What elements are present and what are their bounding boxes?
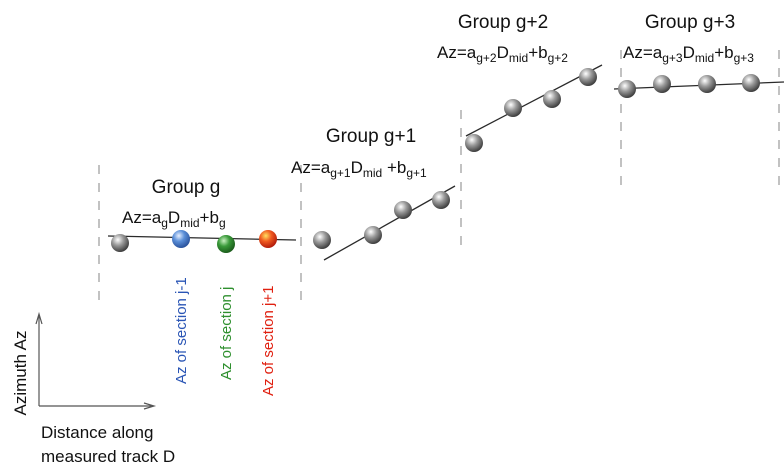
section-j-point — [217, 235, 235, 253]
label-section-j-minus-1: Az of section j-1 — [173, 277, 190, 384]
section-j-plus-1-point — [259, 230, 277, 248]
group-g3-point-2 — [653, 75, 671, 93]
x-axis-label-line-2: measured track D — [41, 447, 175, 466]
group-g1-point-4 — [432, 191, 450, 209]
group-g2-equation: Az=ag+2Dmid+bg+2 — [437, 43, 568, 65]
group-g2-point-2 — [504, 99, 522, 117]
y-axis-arrow-icon — [35, 311, 43, 325]
section-j-minus-1-point — [172, 230, 190, 248]
group-g2-point-4 — [579, 68, 597, 86]
label-section-j: Az of section j — [218, 287, 235, 380]
group-g3-point-1 — [618, 80, 636, 98]
x-axis-arrow-icon — [143, 402, 157, 410]
group-g1-point-1 — [313, 231, 331, 249]
group-g-equation: Az=agDmid+bg — [122, 208, 226, 230]
group-g-title: Group g — [152, 177, 221, 198]
group-g1-point-3 — [394, 201, 412, 219]
group-g3-point-4 — [742, 74, 760, 92]
group-g2-point-3 — [543, 90, 561, 108]
label-section-j-plus-1: Az of section j+1 — [260, 286, 277, 396]
group-g2-point-1 — [465, 134, 483, 152]
group-g1-equation: Az=ag+1Dmid +bg+1 — [291, 158, 427, 180]
group-g3-equation: Az=ag+3Dmid+bg+3 — [623, 43, 754, 65]
group-g1-title: Group g+1 — [326, 126, 416, 147]
group-g1-point-2 — [364, 226, 382, 244]
x-axis-label-line-1: Distance along — [41, 423, 153, 442]
group-g2-title: Group g+2 — [458, 12, 548, 33]
group-g3-title: Group g+3 — [645, 12, 735, 33]
group-g-point-1 — [111, 234, 129, 252]
group-g3-point-3 — [698, 75, 716, 93]
y-axis-label: Azimuth Az — [11, 330, 30, 415]
